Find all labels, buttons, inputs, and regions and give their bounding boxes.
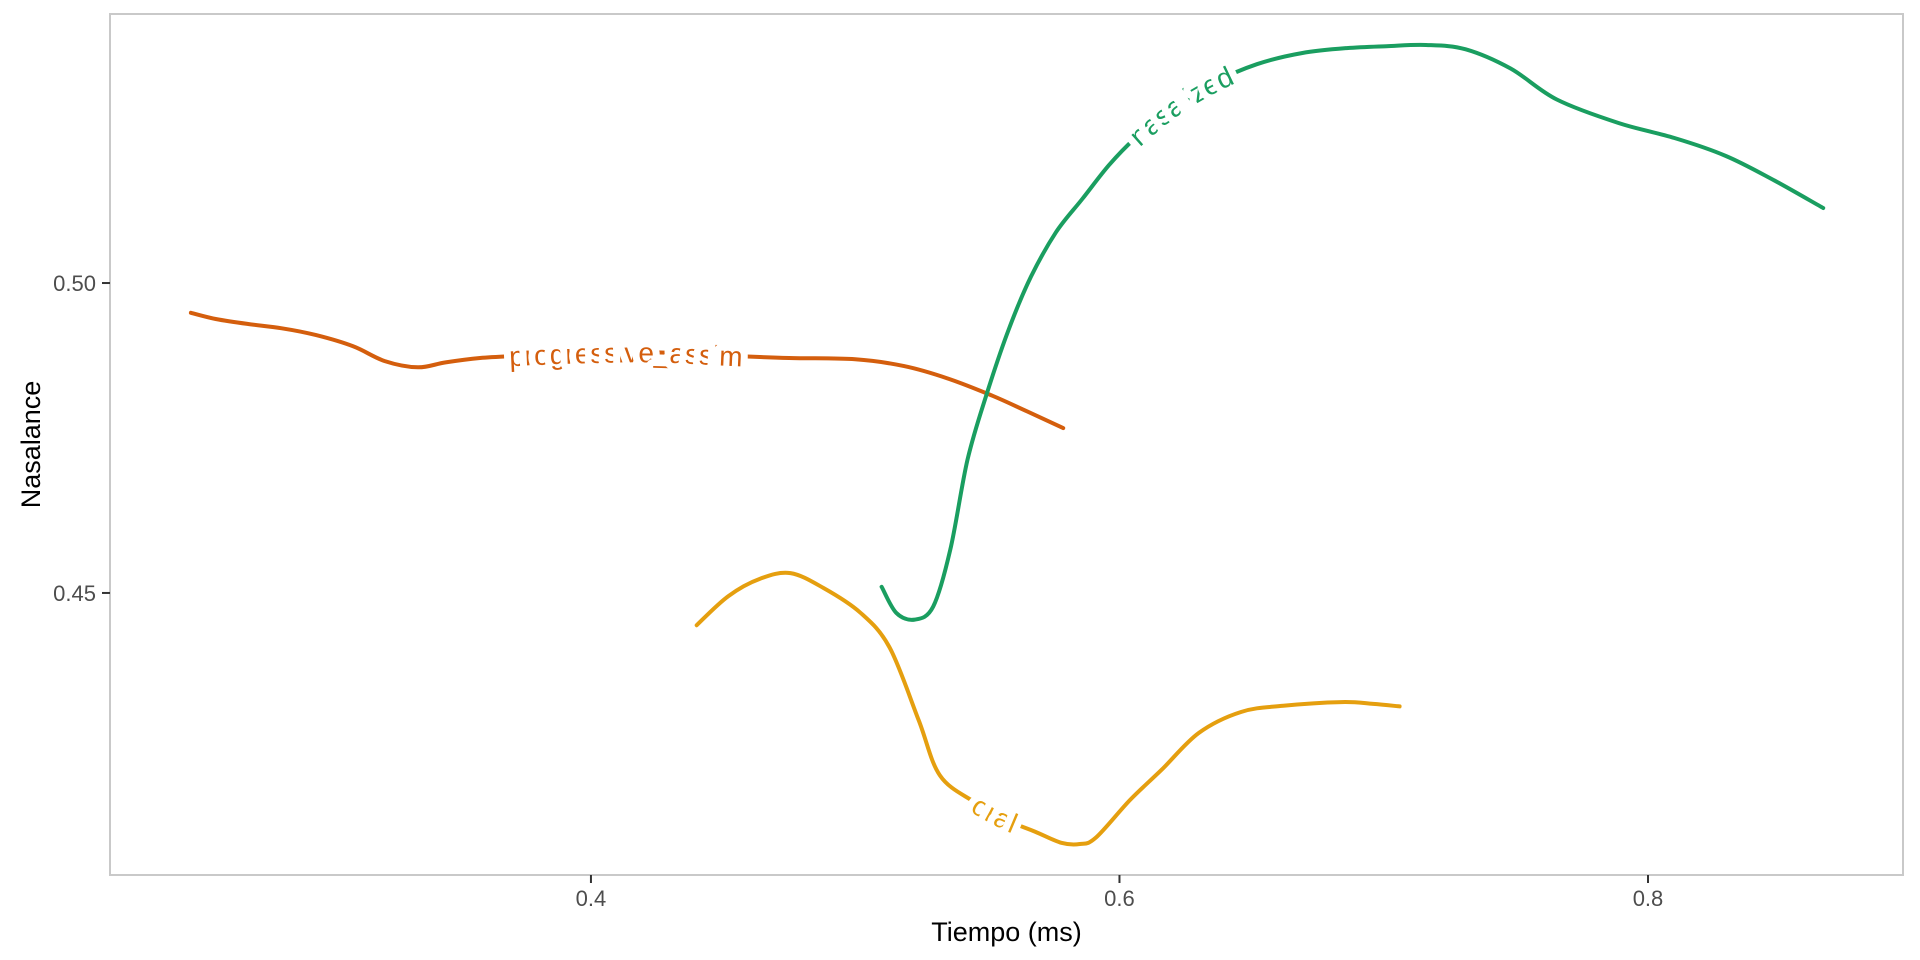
x-tick-label: 0.4 [576, 886, 607, 911]
y-axis-title: Nasalance [16, 381, 46, 509]
x-axis-title: Tiempo (ms) [931, 917, 1082, 947]
plot-panel [109, 13, 1904, 876]
y-tick-label: 0.45 [53, 581, 96, 606]
curve-label-text: progressive_assim [501, 330, 750, 379]
x-tick-label: 0.6 [1104, 886, 1135, 911]
x-tick-label: 0.8 [1633, 886, 1664, 911]
curve-nasalized [879, 42, 1826, 622]
curve-label-progressive_assim: progressive_assim [508, 337, 743, 372]
curve-oral [694, 570, 1402, 847]
y-tick-label: 0.50 [53, 271, 96, 296]
curve-progressive_assim [188, 310, 1066, 431]
